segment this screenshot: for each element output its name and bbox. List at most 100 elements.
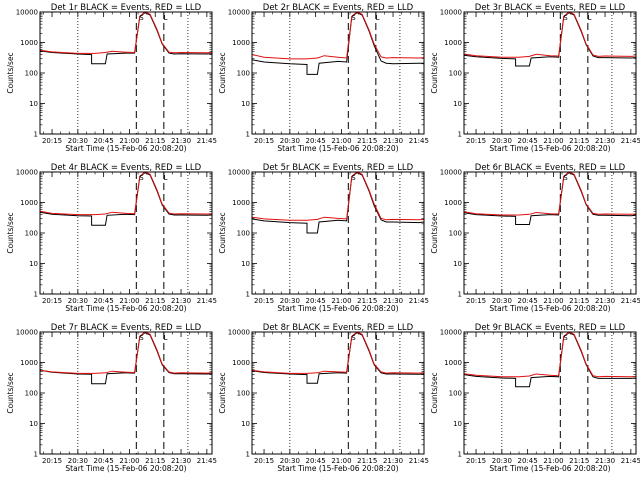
marker-l: L [376, 174, 380, 182]
lld-series-line [463, 331, 637, 378]
x-tick-label: 21:45 [621, 137, 640, 145]
x-tick-label: 21:45 [621, 457, 640, 465]
plot-frame [463, 11, 637, 135]
x-tick-label: 20:45 [94, 137, 114, 145]
y-tick-label: 10000 [440, 9, 462, 17]
marker-s: S [351, 14, 356, 22]
x-tick-label: 21:30 [595, 137, 615, 145]
y-tick-label: 10 [241, 260, 250, 268]
y-tick-label: 1000 [20, 39, 38, 47]
x-axis-label: Start Time (15-Feb-06 20:08:20) [277, 464, 398, 473]
x-tick-label: 20:30 [280, 137, 300, 145]
x-tick-label: 20:45 [306, 297, 326, 305]
events-series-line [39, 172, 213, 226]
x-tick-label: 20:45 [94, 457, 114, 465]
x-tick-label: 20:15 [254, 457, 274, 465]
lld-series-line [463, 171, 637, 216]
x-tick-label: 20:30 [68, 457, 88, 465]
x-tick-label: 21:45 [197, 297, 217, 305]
y-tick-label: 10000 [440, 329, 462, 337]
x-tick-label: 21:45 [409, 457, 429, 465]
lld-series-line [39, 11, 213, 54]
x-tick-label: 20:30 [492, 297, 512, 305]
y-tick-label: 10000 [16, 329, 38, 337]
lld-series-line [463, 11, 637, 58]
panel-7: Det 7r BLACK = Events, RED = LLD 1 10 100 10… [6, 323, 217, 473]
panel-title: Det 9r BLACK = Events, RED = LLD [475, 323, 626, 333]
x-tick-label: 21:00 [543, 457, 563, 465]
marker-l: L [376, 334, 380, 342]
x-tick-label: 21:15 [357, 137, 377, 145]
x-tick-label: 21:00 [331, 297, 351, 305]
y-tick-label: 10000 [440, 169, 462, 177]
y-tick-label: 1000 [20, 199, 38, 207]
lld-series-line [251, 11, 425, 60]
x-axis-label: Start Time (15-Feb-06 20:08:20) [489, 144, 610, 153]
marker-l: L [588, 334, 592, 342]
x-tick-label: 21:45 [409, 297, 429, 305]
x-tick-label: 20:30 [68, 297, 88, 305]
panel-1: Det 1r BLACK = Events, RED = LLD 1 10 100 10… [6, 3, 217, 153]
y-tick-label: 1000 [20, 359, 38, 367]
y-tick-label: 1 [34, 131, 38, 139]
x-tick-label: 21:30 [171, 457, 191, 465]
plot-frame [463, 171, 637, 295]
panel-5: Det 5r BLACK = Events, RED = LLD 1 10 100 10… [218, 163, 429, 313]
panel-2: Det 2r BLACK = Events, RED = LLD 1 10 100 10… [218, 3, 429, 153]
x-tick-label: 21:15 [145, 457, 165, 465]
x-tick-label: 20:15 [466, 137, 486, 145]
y-tick-label: 10000 [228, 329, 250, 337]
x-axis-label: Start Time (15-Feb-06 20:08:20) [277, 304, 398, 313]
y-tick-label: 10000 [228, 169, 250, 177]
panel-title: Det 4r BLACK = Events, RED = LLD [51, 163, 202, 173]
y-tick-label: 1000 [232, 359, 250, 367]
x-tick-label: 21:00 [543, 137, 563, 145]
panel-title: Det 6r BLACK = Events, RED = LLD [475, 163, 626, 173]
marker-l: L [164, 334, 168, 342]
y-tick-label: 10 [29, 100, 38, 108]
x-tick-label: 21:15 [569, 457, 589, 465]
x-tick-label: 21:45 [197, 137, 217, 145]
panel-title: Det 7r BLACK = Events, RED = LLD [51, 323, 202, 333]
x-axis-label: Start Time (15-Feb-06 20:08:20) [489, 304, 610, 313]
events-series-line [251, 172, 425, 234]
marker-s: S [563, 174, 568, 182]
events-series-line [463, 12, 637, 67]
x-tick-label: 21:45 [409, 137, 429, 145]
x-tick-label: 21:00 [331, 457, 351, 465]
x-axis-label: Start Time (15-Feb-06 20:08:20) [65, 144, 186, 153]
panel-8: Det 8r BLACK = Events, RED = LLD 1 10 100 10… [218, 323, 429, 473]
x-axis-label: Start Time (15-Feb-06 20:08:20) [489, 464, 610, 473]
events-series-line [463, 332, 637, 388]
y-tick-label: 10 [241, 420, 250, 428]
marker-l: L [588, 174, 592, 182]
plot-frame [39, 331, 213, 455]
y-axis-label: Counts/sec [430, 52, 439, 93]
x-tick-label: 20:15 [254, 297, 274, 305]
y-tick-label: 100 [449, 70, 462, 78]
panel-4: Det 4r BLACK = Events, RED = LLD 1 10 100 10… [6, 163, 217, 313]
y-tick-label: 1000 [444, 199, 462, 207]
x-tick-label: 21:15 [357, 297, 377, 305]
x-tick-label: 20:15 [42, 457, 62, 465]
y-axis-label: Counts/sec [6, 52, 15, 93]
plot-frame [251, 331, 425, 455]
y-tick-label: 100 [449, 230, 462, 238]
x-tick-label: 21:30 [595, 457, 615, 465]
panel-9: Det 9r BLACK = Events, RED = LLD 1 10 100 10… [430, 323, 640, 473]
x-tick-label: 21:30 [595, 297, 615, 305]
marker-l: L [588, 14, 592, 22]
y-axis-label: Counts/sec [218, 372, 227, 413]
marker-s: S [351, 174, 356, 182]
plot-frame [39, 171, 213, 295]
marker-l: L [164, 14, 168, 22]
y-tick-label: 1 [246, 291, 250, 299]
y-tick-label: 100 [25, 70, 38, 78]
y-tick-label: 10 [29, 420, 38, 428]
events-series-line [251, 12, 424, 75]
panel-title: Det 5r BLACK = Events, RED = LLD [263, 163, 414, 173]
y-tick-label: 1 [246, 451, 250, 459]
x-tick-label: 20:30 [492, 137, 512, 145]
y-tick-label: 1 [246, 131, 250, 139]
